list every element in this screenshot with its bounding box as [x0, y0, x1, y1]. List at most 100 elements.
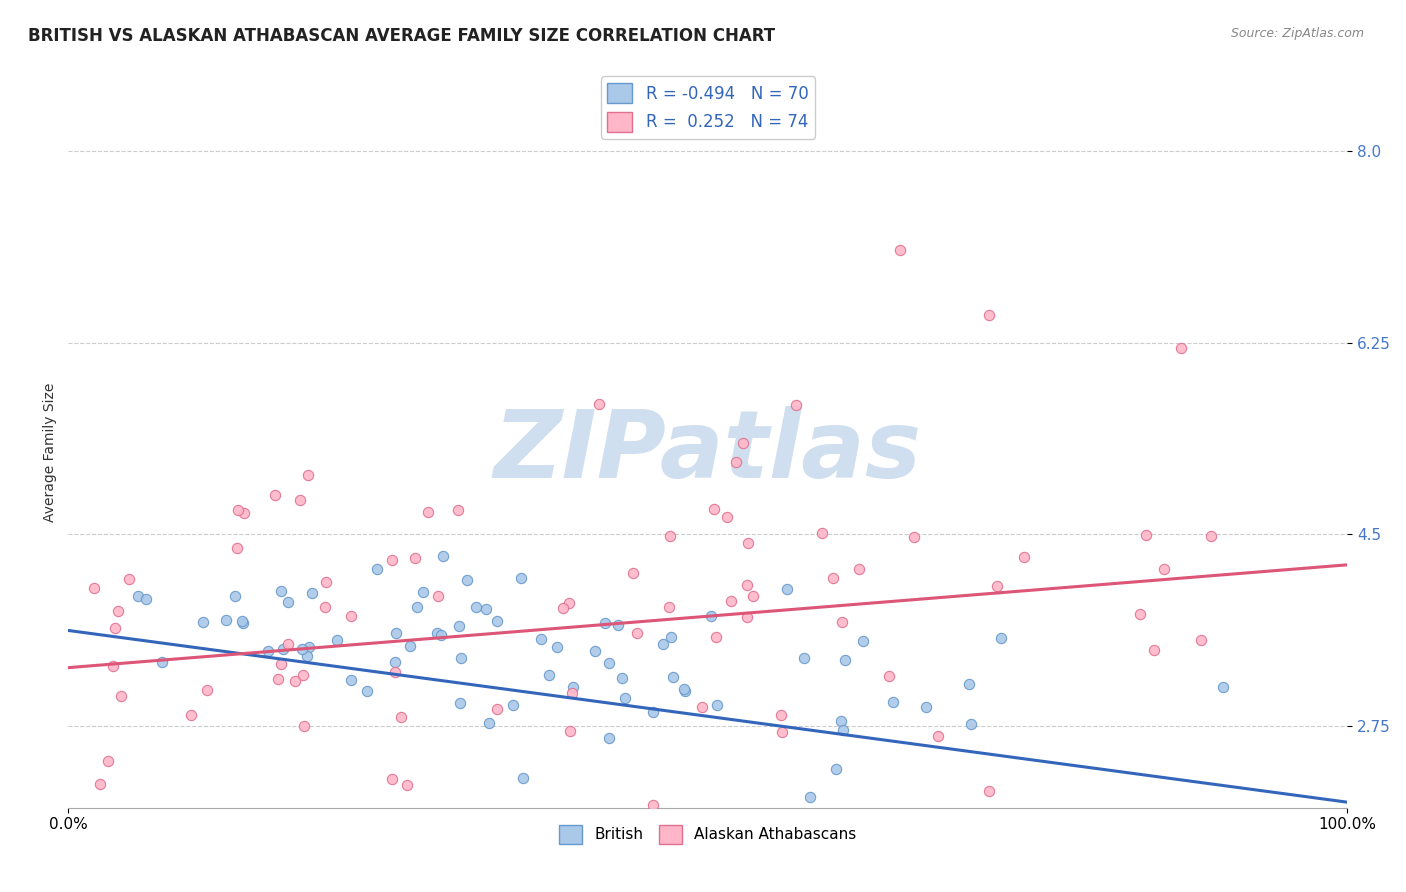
Point [107, 604, 129, 618]
Point [957, 677, 980, 691]
Point [277, 637, 299, 651]
Point [811, 526, 834, 541]
Point [742, 589, 765, 603]
Point [960, 717, 983, 731]
Point [432, 549, 454, 563]
Point [621, 566, 644, 580]
Text: Source: ZipAtlas.com: Source: ZipAtlas.com [1230, 27, 1364, 40]
Point [292, 719, 315, 733]
Point [620, 817, 643, 831]
Point [271, 641, 294, 656]
Point [558, 724, 581, 739]
Point [430, 628, 453, 642]
Point [180, 708, 202, 723]
Point [546, 640, 568, 655]
Point [486, 702, 509, 716]
Point [292, 667, 315, 681]
Point [1129, 607, 1152, 621]
Point [264, 488, 287, 502]
Point [652, 637, 675, 651]
Point [384, 665, 406, 679]
Point [720, 593, 742, 607]
Point [659, 630, 682, 644]
Point [852, 633, 875, 648]
Point [848, 562, 870, 576]
Point [257, 644, 280, 658]
Point [475, 602, 498, 616]
Point [1170, 341, 1192, 355]
Point [135, 592, 157, 607]
Point [510, 571, 533, 585]
Point [821, 571, 844, 585]
Point [502, 698, 524, 712]
Point [979, 784, 1001, 798]
Point [127, 590, 149, 604]
Point [326, 633, 349, 648]
Point [690, 700, 713, 714]
Point [610, 671, 633, 685]
Legend: R = -0.494   N = 70, R =  0.252   N = 74: R = -0.494 N = 70, R = 0.252 N = 74 [600, 77, 815, 139]
Point [450, 650, 472, 665]
Point [412, 585, 434, 599]
Point [416, 505, 439, 519]
Point [83, 581, 105, 595]
Point [426, 625, 449, 640]
Point [270, 657, 292, 671]
Point [291, 642, 314, 657]
Point [1199, 529, 1222, 543]
Point [366, 562, 388, 576]
Point [613, 690, 636, 705]
Point [288, 493, 311, 508]
Point [737, 536, 759, 550]
Point [538, 667, 561, 681]
Point [561, 685, 583, 699]
Point [314, 600, 336, 615]
Point [607, 618, 630, 632]
Point [672, 682, 695, 697]
Point [195, 682, 218, 697]
Point [834, 653, 856, 667]
Point [769, 708, 792, 723]
Point [990, 631, 1012, 645]
Point [731, 435, 754, 450]
Point [658, 599, 681, 614]
Point [301, 586, 323, 600]
Point [381, 772, 404, 786]
Point [626, 626, 648, 640]
Point [485, 614, 508, 628]
Point [478, 716, 501, 731]
Point [1143, 643, 1166, 657]
Point [267, 672, 290, 686]
Point [233, 506, 256, 520]
Point [340, 673, 363, 687]
Point [588, 397, 610, 411]
Point [706, 698, 728, 712]
Point [979, 309, 1001, 323]
Point [793, 651, 815, 665]
Point [882, 695, 904, 709]
Point [673, 683, 696, 698]
Point [193, 615, 215, 629]
Point [226, 503, 249, 517]
Point [277, 595, 299, 609]
Point [447, 619, 470, 633]
Text: BRITISH VS ALASKAN ATHABASCAN AVERAGE FAMILY SIZE CORRELATION CHART: BRITISH VS ALASKAN ATHABASCAN AVERAGE FA… [28, 27, 775, 45]
Point [824, 763, 846, 777]
Point [1189, 632, 1212, 647]
Point [104, 621, 127, 635]
Point [770, 724, 793, 739]
Point [1153, 562, 1175, 576]
Point [831, 723, 853, 737]
Point [447, 503, 470, 517]
Point [297, 640, 319, 654]
Point [297, 648, 319, 663]
Y-axis label: Average Family Size: Average Family Size [44, 383, 58, 522]
Point [735, 578, 758, 592]
Point [449, 696, 471, 710]
Point [699, 609, 721, 624]
Point [530, 632, 553, 646]
Point [927, 729, 949, 743]
Point [915, 700, 938, 714]
Point [1012, 549, 1035, 564]
Point [232, 616, 254, 631]
